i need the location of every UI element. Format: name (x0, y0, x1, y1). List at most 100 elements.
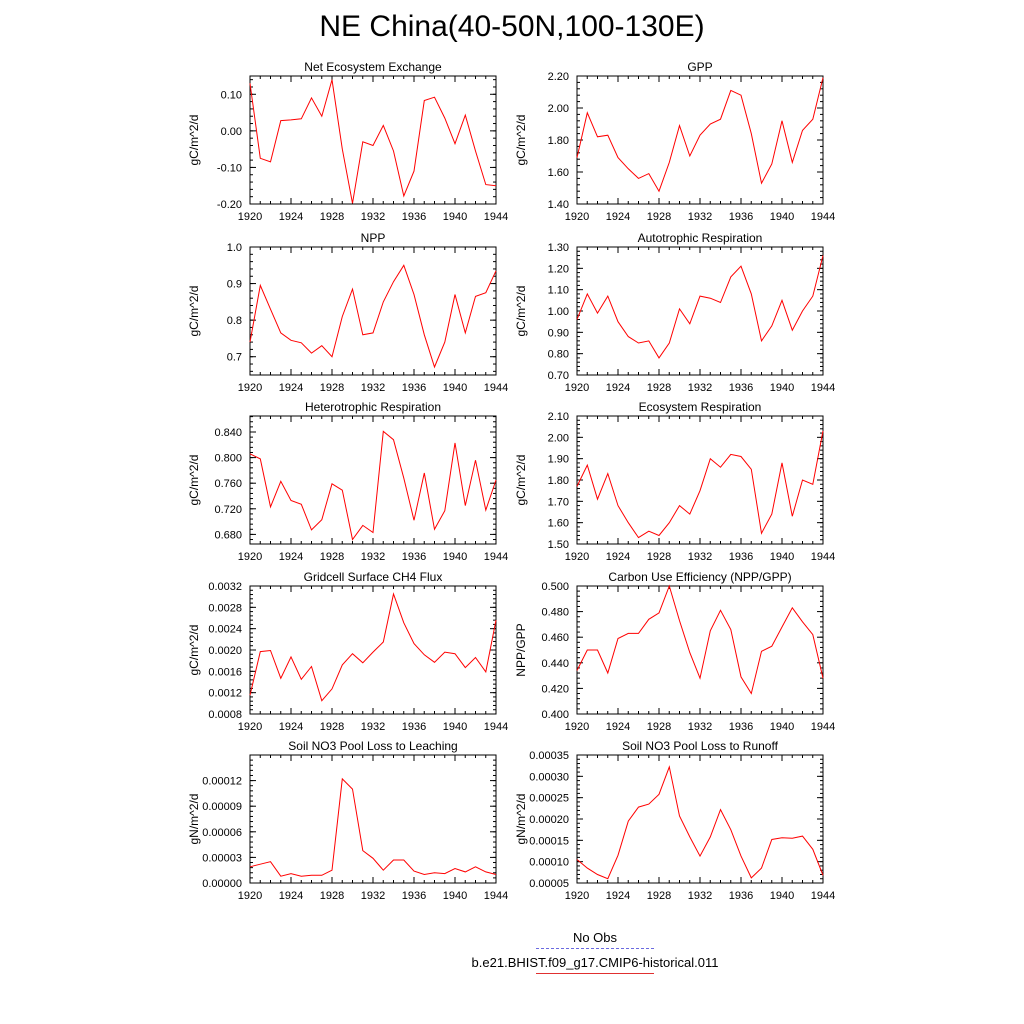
x-tick-label: 1928 (647, 211, 671, 223)
x-tick-label: 1928 (647, 721, 671, 733)
y-tick-label: 0.00 (221, 126, 242, 138)
y-tick-label: 0.00030 (529, 771, 569, 783)
x-tick-label: 1924 (606, 551, 630, 563)
legend-item-obs: No Obs (430, 930, 760, 949)
y-tick-label: 2.10 (548, 411, 569, 423)
x-tick-label: 1944 (484, 890, 508, 902)
x-tick-label: 1928 (320, 211, 344, 223)
y-tick-label: 0.00012 (202, 776, 242, 788)
y-axis-label: gC/m^2/d (187, 286, 201, 337)
y-tick-label: 2.00 (548, 432, 569, 444)
y-tick-label: 1.70 (548, 496, 569, 508)
x-tick-label: 1940 (770, 551, 794, 563)
x-tick-label: 1944 (484, 721, 508, 733)
y-tick-label: 0.7 (227, 352, 242, 364)
y-tick-label: 0.0012 (208, 688, 242, 700)
y-axis-label: gN/m^2/d (187, 794, 201, 845)
x-tick-label: 1944 (484, 382, 508, 394)
y-tick-label: 0.90 (548, 327, 569, 339)
panel-title: Autotrophic Respiration (638, 231, 763, 245)
y-tick-label: 2.00 (548, 103, 569, 115)
y-tick-label: 0.00025 (529, 793, 569, 805)
panel-title: Soil NO3 Pool Loss to Runoff (622, 739, 779, 753)
y-tick-label: 0.00005 (529, 878, 569, 890)
y-tick-label: 0.00009 (202, 801, 242, 813)
y-tick-label: 0.0032 (208, 581, 242, 593)
y-tick-label: 2.20 (548, 71, 569, 83)
y-axis-label: gN/m^2/d (514, 794, 528, 845)
x-tick-label: 1936 (402, 890, 426, 902)
y-axis-label: gC/m^2/d (187, 625, 201, 676)
x-tick-label: 1920 (238, 211, 262, 223)
x-tick-label: 1940 (443, 211, 467, 223)
x-tick-label: 1944 (811, 382, 835, 394)
y-tick-label: 0.00003 (202, 852, 242, 864)
x-tick-label: 1940 (443, 890, 467, 902)
plot-frame (250, 416, 496, 544)
y-tick-label: 1.60 (548, 167, 569, 179)
plot-frame (250, 755, 496, 883)
panel-autotrophic-respiration: Autotrophic Respiration 1920 1924 1928 1932 1… (514, 231, 835, 394)
panel-title: Heterotrophic Respiration (305, 400, 441, 414)
x-tick-label: 1920 (565, 551, 589, 563)
y-tick-label: 0.440 (541, 658, 569, 670)
x-tick-label: 1924 (279, 890, 303, 902)
y-tick-label: 1.50 (548, 539, 569, 551)
x-tick-label: 1932 (361, 551, 385, 563)
panel-heterotrophic-respiration: Heterotrophic Respiration 1920 1924 1928 193… (187, 400, 508, 563)
panel-soil-no3-pool-loss-to-runoff: Soil NO3 Pool Loss to Runoff 1920 1924 1928… (514, 739, 835, 902)
x-tick-label: 1940 (770, 211, 794, 223)
series-line (250, 594, 496, 701)
x-tick-label: 1924 (606, 721, 630, 733)
panel-gpp: GPP1920 1924 1928 1932 1936 1940 19441.401.601… (514, 60, 835, 223)
x-tick-label: 1932 (361, 211, 385, 223)
series-line (577, 256, 823, 358)
plot-frame (577, 416, 823, 544)
legend-swatch-model (536, 973, 654, 974)
y-tick-label: 0.0008 (208, 709, 242, 721)
y-axis-label: gC/m^2/d (514, 286, 528, 337)
x-tick-label: 1924 (279, 551, 303, 563)
x-tick-label: 1928 (647, 382, 671, 394)
y-tick-label: 1.90 (548, 454, 569, 466)
x-tick-label: 1936 (729, 721, 753, 733)
x-tick-label: 1936 (402, 721, 426, 733)
x-tick-label: 1920 (238, 721, 262, 733)
y-tick-label: 0.00000 (202, 878, 242, 890)
x-tick-label: 1920 (565, 211, 589, 223)
y-axis-label: gC/m^2/d (514, 455, 528, 506)
y-tick-label: 0.9 (227, 279, 242, 291)
y-tick-label: 1.80 (548, 475, 569, 487)
y-tick-label: 0.10 (221, 89, 242, 101)
panel-soil-no3-pool-loss-to-leaching: Soil NO3 Pool Loss to Leaching1920 1924 19… (187, 739, 508, 902)
y-tick-label: 0.680 (214, 529, 242, 541)
series-line (250, 779, 496, 876)
x-tick-label: 1924 (606, 890, 630, 902)
y-tick-label: 0.80 (548, 349, 569, 361)
y-tick-label: 0.800 (214, 453, 242, 465)
y-tick-label: 0.400 (541, 709, 569, 721)
x-tick-label: 1920 (565, 382, 589, 394)
panel-title: Ecosystem Respiration (639, 400, 762, 414)
x-tick-label: 1944 (811, 890, 835, 902)
y-tick-label: 0.00015 (529, 835, 569, 847)
y-axis-label: gC/m^2/d (187, 455, 201, 506)
y-tick-label: -0.10 (217, 162, 242, 174)
chart-panels: Net Ecosystem Exchange 1920 1924 1928 1932 19… (0, 0, 1024, 1024)
x-tick-label: 1932 (361, 382, 385, 394)
series-line (250, 431, 496, 539)
panel-title: Net Ecosystem Exchange (304, 60, 442, 74)
plot-frame (577, 76, 823, 204)
y-tick-label: 0.0024 (208, 624, 242, 636)
legend: No Obs b.e21.BHIST.f09_g17.CMIP6-histori… (430, 930, 760, 980)
panel-title: Gridcell Surface CH4 Flux (304, 570, 443, 584)
x-tick-label: 1936 (729, 211, 753, 223)
panel-npp: NPP1920 1924 1928 1932 1936 1940 19440.70.80.9… (187, 231, 508, 394)
x-tick-label: 1944 (811, 721, 835, 733)
y-axis-label: gC/m^2/d (187, 115, 201, 166)
series-line (577, 586, 823, 694)
series-line (577, 431, 823, 538)
x-tick-label: 1936 (402, 551, 426, 563)
y-tick-label: 1.10 (548, 285, 569, 297)
x-tick-label: 1920 (565, 890, 589, 902)
